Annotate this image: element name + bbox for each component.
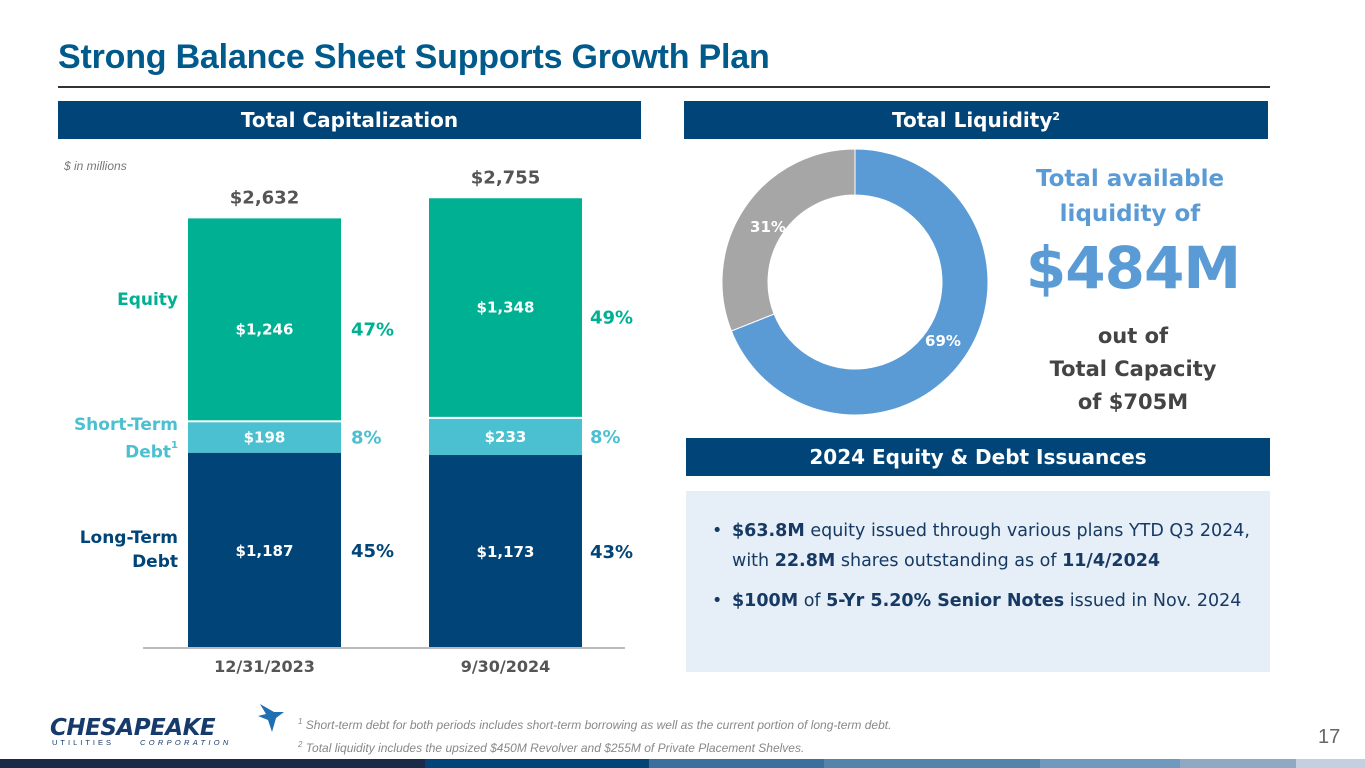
total-liquidity-header: Total Liquidity 2 [684,101,1268,139]
donut-slice-used [721,148,856,332]
series-label-line: Equity [117,290,178,311]
logo-wordmark: CHESAPEAKE [50,715,216,741]
footnote-2-text: Total liquidity includes the upsized $45… [305,741,805,755]
units-note: $ in millions [64,159,127,173]
total-liquidity-header-text: Total Liquidity [891,108,1053,132]
bar-value-label: $198 [244,429,286,447]
logo-subtitle-left: UTILITIES [52,738,114,747]
issuance-text: shares outstanding as of [835,551,1063,571]
bar-total-label: $2,632 [230,187,299,208]
bar-value-label: $1,246 [236,320,294,338]
issuance-highlight: $63.8M [732,521,805,541]
series-label-long-term-debt: Long-Term Debt [38,526,178,574]
logo-subtitle-right: CORPORATION [140,738,232,747]
bar-percent-label: 8% [351,428,382,449]
liquidity-capacity-line: Total Capacity [1049,357,1217,381]
footer-band-segment [425,759,649,768]
bar-percent-label: 47% [351,319,394,340]
footer-band-segment [1040,759,1180,768]
issuances-header-text: 2024 Equity & Debt Issuances [809,445,1147,469]
series-label-line: Debt [132,551,178,572]
liquidity-headline-line: liquidity of [1059,201,1201,227]
footnote-2: 2 Total liquidity includes the upsized $… [298,735,891,758]
footer-band-segment [649,759,824,768]
footer-band-segment [1296,759,1365,768]
bar-segment-equity [188,218,341,421]
page-number: 17 [1318,726,1341,748]
total-capitalization-header: Total Capitalization [58,101,641,139]
bar-value-label: $1,348 [477,299,535,317]
page-title: Strong Balance Sheet Supports Growth Pla… [58,38,770,76]
issuance-text: issued in Nov. 2024 [1064,591,1242,611]
footnotes: 1 Short-term debt for both periods inclu… [298,712,891,758]
logo-bird-icon [258,704,284,732]
issuance-text: of [798,591,827,611]
footnote-ref-2: 2 [1052,109,1061,123]
bullet-icon: • [712,521,723,541]
series-label-equity: Equity [38,288,178,312]
issuance-item: • $63.8M equity issued through various p… [712,516,1262,576]
issuance-text: equity issued through various plans YTD … [732,521,1250,571]
chesapeake-logo: CHESAPEAKE UTILITIES CORPORATION [50,704,284,747]
bar-value-label: $1,173 [477,543,535,561]
issuances-header: 2024 Equity & Debt Issuances [686,438,1270,476]
issuance-highlight: 11/4/2024 [1062,551,1161,571]
bar-segment-short-term-debt [188,422,341,453]
bullet-icon: • [712,591,723,611]
title-divider [58,86,1270,88]
footnote-1-ref: 1 [298,717,303,726]
bar-percent-label: 43% [590,542,633,563]
liquidity-capacity-line: of $705M [1077,390,1189,414]
footer-band-segment [824,759,1040,768]
issuance-highlight: 5-Yr 5.20% Senior Notes [826,591,1065,611]
footer-band-segment [0,759,425,768]
issuance-highlight: 22.8M [774,551,836,571]
footnote-1-text: Short-term debt for both periods include… [305,718,892,732]
donut-slice-available [730,148,989,416]
series-label-short-term-debt: Short-Term Debt1 [38,413,178,465]
bar-percent-label: 45% [351,541,394,562]
donut-slice-label: 69% [925,332,961,350]
issuances-panel [686,491,1270,672]
footnote-2-ref: 2 [298,740,303,749]
bar-segment-long-term-debt [429,455,582,647]
total-capitalization-header-text: Total Capitalization [240,108,459,132]
footnote-1: 1 Short-term debt for both periods inclu… [298,712,891,735]
footer-color-band [0,759,1365,768]
series-label-line: Long-Term [79,527,178,548]
bar-total-label: $2,755 [471,167,540,188]
liquidity-headline-line: Total available [1035,166,1225,192]
liquidity-amount: $484M [1025,234,1241,302]
series-label-line: Debt1 [125,439,178,463]
donut-slice-label: 31% [750,218,786,236]
bar-segment-long-term-debt [188,452,341,647]
bar-value-label: $233 [485,428,527,446]
bar-percent-label: 49% [590,308,633,329]
liquidity-capacity-line: out of [1097,324,1169,348]
issuance-item: • $100M of 5-Yr 5.20% Senior Notes issued… [712,586,1262,616]
liquidity-headline: Total available liquidity of [1010,162,1250,232]
footnote-ref-1: 1 [171,439,178,451]
bar-segment-equity [429,198,582,417]
x-tick-label: 9/30/2024 [461,657,551,676]
x-tick-label: 12/31/2023 [214,657,315,676]
issuance-highlight: $100M [732,591,799,611]
bar-segment-short-term-debt [429,418,582,456]
series-label-line: Short-Term [73,414,178,435]
footer-band-segment [1180,759,1296,768]
issuances-list: • $63.8M equity issued through various p… [712,516,1262,626]
liquidity-capacity: out of Total Capacity of $705M [1010,320,1256,419]
bar-percent-label: 8% [590,427,621,448]
bar-value-label: $1,187 [236,542,294,560]
